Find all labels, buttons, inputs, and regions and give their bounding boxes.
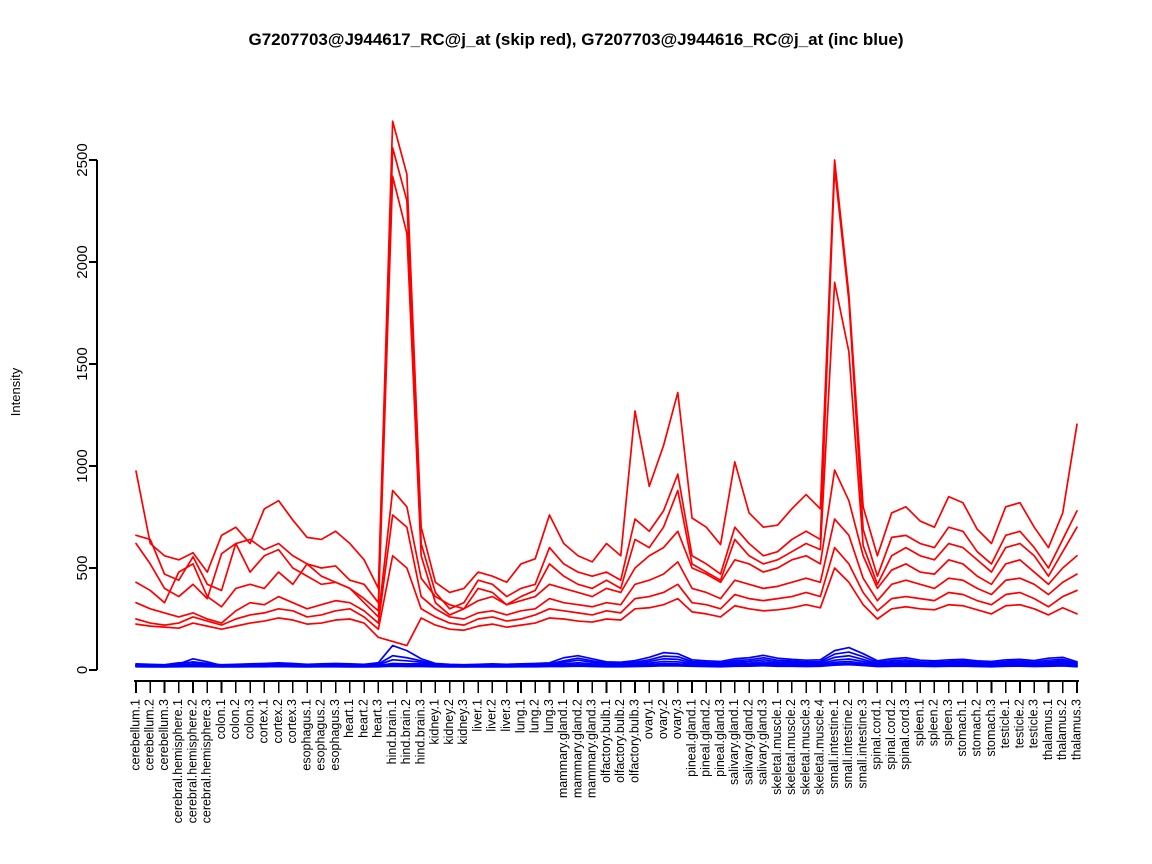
x-axis-tick-label: hind.brain.3 — [413, 699, 427, 764]
x-axis-tick-label: cortex.2 — [271, 699, 285, 744]
x-axis-tick-label: esophagus.3 — [328, 699, 342, 771]
x-axis-tick-label: liver.1 — [470, 699, 484, 732]
y-axis-tick-label: 500 — [74, 555, 91, 580]
x-axis-tick-label: cortex.3 — [285, 699, 299, 744]
data-line-skip.red.6 — [135, 546, 1078, 631]
x-axis-tick-label: pineal.gland.3 — [713, 699, 727, 777]
x-axis-tick-label: heart.2 — [356, 699, 370, 738]
x-axis-tick-label: small.intestine.2 — [841, 699, 855, 789]
x-axis-tick-label: thalamus.2 — [1055, 699, 1069, 760]
x-axis-tick-label: thalamus.3 — [1069, 699, 1083, 760]
x-axis-tick-label: spleen.2 — [927, 699, 941, 746]
x-axis-tick-label: heart.1 — [342, 699, 356, 738]
x-axis-tick-label: hind.brain.2 — [399, 699, 413, 764]
x-axis-tick-label: esophagus.2 — [314, 699, 328, 771]
x-axis-tick-label: spleen.3 — [941, 699, 955, 746]
x-axis-tick-label: thalamus.1 — [1041, 699, 1055, 760]
x-axis-tick-label: liver.2 — [485, 699, 499, 732]
x-axis-tick-label: kidney.1 — [428, 699, 442, 745]
x-axis-tick-label: salivary.gland.2 — [741, 699, 755, 785]
x-axis-tick-label: hind.brain.1 — [385, 699, 399, 764]
data-line-skip.red.2 — [135, 146, 1078, 610]
x-axis-tick-label: testicle.1 — [998, 699, 1012, 748]
x-axis-tick-label: cerebral.hemisphere.1 — [171, 699, 185, 823]
y-axis: 0 500 1000 1500 2000 2500 Intensity — [8, 143, 98, 674]
data-line-inc.blue.7 — [135, 663, 1078, 668]
chart-title: G7207703@J944617_RC@j_at (skip red), G72… — [248, 30, 904, 49]
data-line-skip.red.5 — [135, 514, 1078, 624]
x-axis-tick-label: stomach.2 — [969, 699, 983, 757]
x-axis-tick-label: skeletal.muscle.3 — [798, 699, 812, 795]
x-axis-tick-label: skeletal.muscle.4 — [813, 699, 827, 795]
x-axis-tick-label: kidney.3 — [456, 699, 470, 745]
x-axis-tick-label: small.intestine.1 — [827, 699, 841, 789]
x-axis-tick-label: cerebral.hemisphere.2 — [185, 699, 199, 823]
x-axis-tick-label: spinal.cord.3 — [898, 699, 912, 770]
x-axis-tick-label: testicle.3 — [1027, 699, 1041, 748]
x-axis-tick-label: spinal.cord.1 — [870, 699, 884, 770]
x-axis-tick-label: esophagus.1 — [299, 699, 313, 771]
y-axis-tick-label: 2500 — [74, 143, 91, 176]
x-axis-tick-label: skeletal.muscle.2 — [784, 699, 798, 795]
x-axis-tick-label: cerebellum.2 — [143, 699, 157, 771]
x-axis-tick-label: olfactory.bulb.1 — [599, 699, 613, 783]
x-axis-tick-label: stomach.3 — [984, 699, 998, 757]
x-axis-tick-label: salivary.gland.3 — [756, 699, 770, 785]
x-axis-tick-label: skeletal.muscle.1 — [770, 699, 784, 795]
y-axis-tick-label: 1000 — [74, 449, 91, 482]
x-axis-tick-label: testicle.2 — [1012, 699, 1026, 748]
x-axis-tick-label: mammary.gland.1 — [556, 699, 570, 798]
x-axis-tick-label: spinal.cord.2 — [884, 699, 898, 770]
x-axis-tick-label: stomach.1 — [955, 699, 969, 757]
x-axis-tick-label: small.intestine.3 — [855, 699, 869, 789]
x-axis-tick-label: ovary.2 — [656, 699, 670, 739]
x-axis-tick-label: mammary.gland.3 — [585, 699, 599, 798]
y-axis-tick-label: 2000 — [74, 245, 91, 278]
x-axis-tick-label: kidney.2 — [442, 699, 456, 745]
y-axis-title: Intensity — [8, 367, 23, 416]
data-line-skip.red.4 — [135, 469, 1078, 618]
x-axis-tick-label: ovary.1 — [642, 699, 656, 739]
x-axis-tick-label: pineal.gland.1 — [684, 699, 698, 777]
x-axis-tick-label: cerebellum.1 — [128, 699, 142, 771]
y-axis-tick-label: 1500 — [74, 347, 91, 380]
x-axis-tick-label: olfactory.bulb.3 — [627, 699, 641, 783]
x-axis-tick-label: pineal.gland.2 — [699, 699, 713, 777]
x-axis-tick-label: colon.1 — [214, 699, 228, 739]
x-axis-tick-label: lung.1 — [513, 699, 527, 733]
x-axis-tick-label: mammary.gland.2 — [570, 699, 584, 798]
x-axis-tick-label: liver.3 — [499, 699, 513, 732]
x-axis-tick-label: lung.2 — [528, 699, 542, 733]
data-line-skip.red.3 — [135, 175, 1078, 616]
x-axis-tick-label: lung.3 — [542, 699, 556, 733]
x-axis-tick-label: cerebral.hemisphere.3 — [200, 699, 214, 823]
x-axis-tick-label: salivary.gland.1 — [727, 699, 741, 785]
data-line-skip.red.7 — [135, 567, 1078, 647]
x-axis-tick-label: spleen.1 — [912, 699, 926, 746]
data-series-group — [135, 120, 1078, 668]
x-axis-tick-label: ovary.3 — [670, 699, 684, 739]
x-axis-tick-label: cerebellum.3 — [157, 699, 171, 771]
x-axis — [134, 680, 1079, 693]
x-axis-tick-label: olfactory.bulb.2 — [613, 699, 627, 783]
x-axis-tick-label: colon.3 — [242, 699, 256, 739]
x-axis-tick-label: heart.3 — [371, 699, 385, 738]
data-line-skip.red.1 — [135, 120, 1078, 594]
x-axis-tick-label: colon.2 — [228, 699, 242, 739]
x-tick-labels: cerebellum.1 cerebellum.2 cerebellum.3 cere… — [128, 699, 1083, 823]
y-axis-tick-label: 0 — [74, 666, 91, 674]
x-axis-tick-label: cortex.1 — [257, 699, 271, 744]
